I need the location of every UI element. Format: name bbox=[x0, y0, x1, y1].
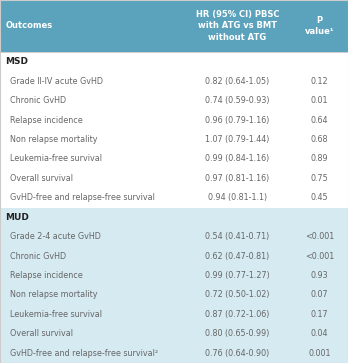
Text: 0.001: 0.001 bbox=[308, 349, 331, 358]
Text: 0.17: 0.17 bbox=[310, 310, 328, 319]
Bar bbox=[0, 343, 348, 363]
Bar bbox=[0, 52, 348, 72]
Bar bbox=[0, 305, 348, 324]
Bar bbox=[0, 285, 348, 305]
Text: Grade II-IV acute GvHD: Grade II-IV acute GvHD bbox=[10, 77, 103, 86]
Text: 0.89: 0.89 bbox=[310, 154, 328, 163]
Text: Chronic GvHD: Chronic GvHD bbox=[10, 96, 66, 105]
Text: 0.62 (0.47-0.81): 0.62 (0.47-0.81) bbox=[205, 252, 270, 261]
Text: MSD: MSD bbox=[5, 57, 28, 66]
Bar bbox=[0, 169, 348, 188]
Text: Non relapse mortality: Non relapse mortality bbox=[10, 135, 98, 144]
Text: Overall survival: Overall survival bbox=[10, 329, 73, 338]
Text: P
value¹: P value¹ bbox=[304, 16, 334, 36]
Bar bbox=[0, 149, 348, 169]
Text: GvHD-free and relapse-free survival²: GvHD-free and relapse-free survival² bbox=[10, 349, 159, 358]
Text: 0.87 (0.72-1.06): 0.87 (0.72-1.06) bbox=[205, 310, 270, 319]
Text: Non relapse mortality: Non relapse mortality bbox=[10, 290, 98, 299]
Text: 0.45: 0.45 bbox=[310, 193, 328, 202]
Text: 0.68: 0.68 bbox=[310, 135, 328, 144]
Text: 0.76 (0.64-0.90): 0.76 (0.64-0.90) bbox=[205, 349, 270, 358]
Text: <0.001: <0.001 bbox=[304, 232, 334, 241]
Bar bbox=[0, 208, 348, 227]
Text: 0.99 (0.84-1.16): 0.99 (0.84-1.16) bbox=[205, 154, 270, 163]
Text: HR (95% CI) PBSC
with ATG vs BMT
without ATG: HR (95% CI) PBSC with ATG vs BMT without… bbox=[196, 11, 279, 42]
Bar bbox=[0, 91, 348, 110]
Text: 0.12: 0.12 bbox=[310, 77, 328, 86]
Text: 0.74 (0.59-0.93): 0.74 (0.59-0.93) bbox=[205, 96, 270, 105]
Text: 0.97 (0.81-1.16): 0.97 (0.81-1.16) bbox=[205, 174, 270, 183]
Bar bbox=[0, 266, 348, 285]
Bar bbox=[0, 324, 348, 343]
Text: Grade 2-4 acute GvHD: Grade 2-4 acute GvHD bbox=[10, 232, 101, 241]
Text: Overall survival: Overall survival bbox=[10, 174, 73, 183]
Bar bbox=[0, 246, 348, 266]
Text: Outcomes: Outcomes bbox=[5, 21, 52, 30]
Text: Chronic GvHD: Chronic GvHD bbox=[10, 252, 66, 261]
Bar bbox=[0, 110, 348, 130]
Bar bbox=[0, 130, 348, 149]
Text: GvHD-free and relapse-free survival: GvHD-free and relapse-free survival bbox=[10, 193, 155, 202]
Text: <0.001: <0.001 bbox=[304, 252, 334, 261]
Text: 0.01: 0.01 bbox=[310, 96, 328, 105]
Text: Leukemia-free survival: Leukemia-free survival bbox=[10, 154, 102, 163]
Text: 0.80 (0.65-0.99): 0.80 (0.65-0.99) bbox=[205, 329, 270, 338]
Text: Relapse incidence: Relapse incidence bbox=[10, 115, 83, 125]
Bar bbox=[0, 227, 348, 246]
Text: 0.54 (0.41-0.71): 0.54 (0.41-0.71) bbox=[205, 232, 270, 241]
Text: 0.07: 0.07 bbox=[310, 290, 328, 299]
Bar bbox=[0, 0, 348, 52]
Text: 0.93: 0.93 bbox=[310, 271, 328, 280]
Text: 0.94 (0.81-1.1): 0.94 (0.81-1.1) bbox=[208, 193, 267, 202]
Text: 0.99 (0.77-1.27): 0.99 (0.77-1.27) bbox=[205, 271, 270, 280]
Text: 0.96 (0.79-1.16): 0.96 (0.79-1.16) bbox=[205, 115, 270, 125]
Text: 0.75: 0.75 bbox=[310, 174, 328, 183]
Text: Leukemia-free survival: Leukemia-free survival bbox=[10, 310, 102, 319]
Bar bbox=[0, 72, 348, 91]
Text: 0.64: 0.64 bbox=[310, 115, 328, 125]
Text: 0.82 (0.64-1.05): 0.82 (0.64-1.05) bbox=[205, 77, 270, 86]
Text: 0.04: 0.04 bbox=[310, 329, 328, 338]
Bar bbox=[0, 188, 348, 208]
Text: 0.72 (0.50-1.02): 0.72 (0.50-1.02) bbox=[205, 290, 270, 299]
Text: MUD: MUD bbox=[5, 213, 29, 222]
Text: 1.07 (0.79-1.44): 1.07 (0.79-1.44) bbox=[205, 135, 270, 144]
Text: Relapse incidence: Relapse incidence bbox=[10, 271, 83, 280]
